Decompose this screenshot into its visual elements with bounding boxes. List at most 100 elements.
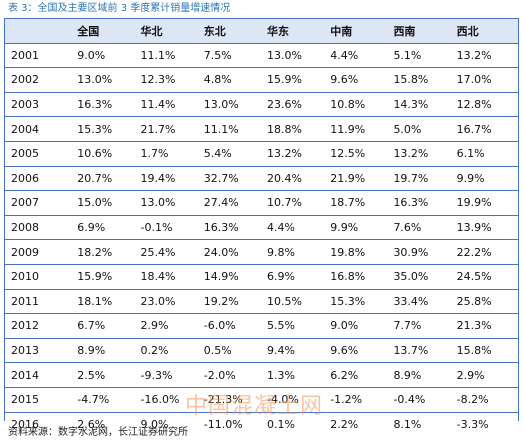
table-row: 2001 9.0% 11.1% 7.5% 13.0% 4.4% 5.1% 13.2% — [5, 42, 518, 68]
growth-cell: 9.0% — [328, 313, 392, 339]
growth-cell: -11.0% — [201, 411, 265, 437]
growth-cell: 19.7% — [391, 165, 455, 191]
growth-cell: 6.7% — [75, 313, 139, 339]
column-header: 西南 — [391, 19, 455, 44]
header-corner — [5, 19, 76, 44]
growth-cell: 21.9% — [328, 165, 392, 191]
table-row: 2002 13.0% 12.3% 4.8% 15.9% 9.6% 15.8% 17.0% — [5, 67, 518, 93]
table-row: 2004 15.3% 21.7% 11.1% 18.8% 11.9% 5.0% 16.7% — [5, 116, 518, 142]
growth-cell: -9.3% — [138, 362, 202, 388]
growth-cell: 6.9% — [75, 214, 139, 240]
growth-cell: 14.9% — [201, 263, 265, 290]
growth-cell: 6.1% — [454, 140, 518, 167]
growth-cell: 13.0% — [75, 67, 139, 93]
growth-cell: 19.9% — [454, 190, 518, 216]
growth-cell: 16.3% — [391, 190, 455, 216]
growth-cell: 23.6% — [264, 91, 329, 117]
table-row: 2014 2.5% -9.3% -2.0% 1.3% 6.2% 8.9% 2.9% — [5, 362, 518, 388]
growth-cell: 4.8% — [201, 67, 265, 93]
growth-cell: -6.0% — [201, 313, 265, 339]
growth-cell: 25.4% — [138, 239, 202, 265]
year-cell: 2012 — [5, 313, 76, 339]
growth-cell: 8.9% — [391, 362, 455, 388]
growth-cell: 9.9% — [454, 165, 518, 191]
table-row: 2010 15.9% 18.4% 14.9% 6.9% 16.8% 35.0% 24.5% — [5, 263, 518, 290]
growth-cell: 8.9% — [75, 337, 139, 363]
growth-cell: 30.9% — [391, 239, 455, 265]
table-row: 2015 -4.7% -16.0% -21.3% -4.0% -1.2% -0.4% -8.2… — [5, 386, 518, 412]
source-note: 资料来源：数字水泥网，长江证券研究所 — [8, 427, 188, 438]
year-cell: 2005 — [5, 140, 76, 167]
growth-cell: 2.9% — [454, 362, 518, 388]
growth-cell: 5.0% — [391, 116, 455, 142]
growth-cell: -0.4% — [391, 386, 455, 412]
growth-cell: 18.2% — [75, 239, 139, 265]
growth-cell: 6.2% — [328, 362, 392, 388]
growth-cell: 12.8% — [454, 91, 518, 117]
growth-cell: -1.2% — [328, 386, 392, 412]
growth-cell: 14.3% — [391, 91, 455, 117]
growth-cell: 15.9% — [75, 263, 139, 290]
growth-cell: 7.7% — [391, 313, 455, 339]
sales-growth-table: 全国 华北 东北 华东 中南 西南 西北 2001 9.0% 11.1% 7.5% 13.0% 4.4… — [5, 19, 518, 437]
table-row: 2003 16.3% 11.4% 13.0% 23.6% 10.8% 14.3% 12.8% — [5, 91, 518, 117]
growth-cell: 19.4% — [138, 165, 202, 191]
growth-cell: 2.6% — [75, 411, 139, 437]
column-header: 东北 — [201, 19, 265, 44]
growth-cell: 13.0% — [264, 42, 329, 68]
growth-cell: 0.1% — [264, 411, 329, 437]
growth-cell: 9.6% — [328, 337, 392, 363]
growth-cell: 18.7% — [328, 190, 392, 216]
growth-cell: 15.0% — [75, 190, 139, 216]
column-header: 全国 — [75, 19, 139, 44]
year-cell: 2004 — [5, 116, 76, 142]
growth-cell: 9.0% — [138, 411, 202, 437]
growth-cell: 17.0% — [454, 67, 518, 93]
table-row: 2013 8.9% 0.2% 0.5% 9.4% 9.6% 13.7% 15.8% — [5, 337, 518, 363]
year-cell: 2010 — [5, 263, 76, 290]
growth-cell: 5.4% — [201, 140, 265, 167]
growth-cell: 0.5% — [201, 337, 265, 363]
growth-cell: 11.1% — [138, 42, 202, 68]
table-row: 2005 10.6% 1.7% 5.4% 13.2% 12.5% 13.2% 6.1% — [5, 140, 518, 167]
growth-cell: 21.3% — [454, 313, 518, 339]
growth-cell: 20.4% — [264, 165, 329, 191]
growth-cell: -3.3% — [454, 411, 518, 437]
growth-cell: 11.1% — [201, 116, 265, 142]
growth-cell: 13.2% — [454, 42, 518, 68]
table-row: 2009 18.2% 25.4% 24.0% 9.8% 19.8% 30.9% 22.2% — [5, 239, 518, 265]
growth-cell: 12.3% — [138, 67, 202, 93]
growth-cell: 6.9% — [264, 263, 329, 290]
table-row: 2008 6.9% -0.1% 16.3% 4.4% 9.9% 7.6% 13.9% — [5, 214, 518, 240]
growth-cell: 9.8% — [264, 239, 329, 265]
growth-cell: 15.8% — [391, 67, 455, 93]
growth-cell: 5.1% — [391, 42, 455, 68]
growth-cell: 18.1% — [75, 288, 139, 314]
growth-cell: 13.2% — [391, 140, 455, 167]
column-header: 中南 — [328, 19, 392, 44]
year-cell: 2001 — [5, 42, 76, 68]
growth-cell: 10.7% — [264, 190, 329, 216]
column-header: 华北 — [138, 19, 202, 44]
year-cell: 2002 — [5, 67, 76, 93]
growth-cell: 9.0% — [75, 42, 139, 68]
growth-cell: 23.0% — [138, 288, 202, 314]
growth-cell: 16.8% — [328, 263, 392, 290]
growth-cell: 33.4% — [391, 288, 455, 314]
growth-cell: 12.5% — [328, 140, 392, 167]
growth-cell: -0.1% — [138, 214, 202, 240]
table-row: 2007 15.0% 13.0% 27.4% 10.7% 18.7% 16.3% 19.9% — [5, 190, 518, 216]
data-table-frame: 全国 华北 东北 华东 中南 西南 西北 2001 9.0% 11.1% 7.5% 13.0% 4.4… — [4, 18, 519, 437]
year-cell: 2003 — [5, 91, 76, 117]
growth-cell: 10.5% — [264, 288, 329, 314]
table-row: 2011 18.1% 23.0% 19.2% 10.5% 15.3% 33.4% 25.8% — [5, 288, 518, 314]
year-cell: 2008 — [5, 214, 76, 240]
growth-cell: 2.5% — [75, 362, 139, 388]
growth-cell: 10.6% — [75, 140, 139, 167]
year-cell: 2009 — [5, 239, 76, 265]
growth-cell: 18.4% — [138, 263, 202, 290]
year-cell: 2006 — [5, 165, 76, 191]
table-row: 2016 2.6% 9.0% -11.0% 0.1% 2.2% 8.1% -3.3% — [5, 411, 518, 437]
growth-cell: 4.4% — [328, 42, 392, 68]
growth-cell: 25.8% — [454, 288, 518, 314]
